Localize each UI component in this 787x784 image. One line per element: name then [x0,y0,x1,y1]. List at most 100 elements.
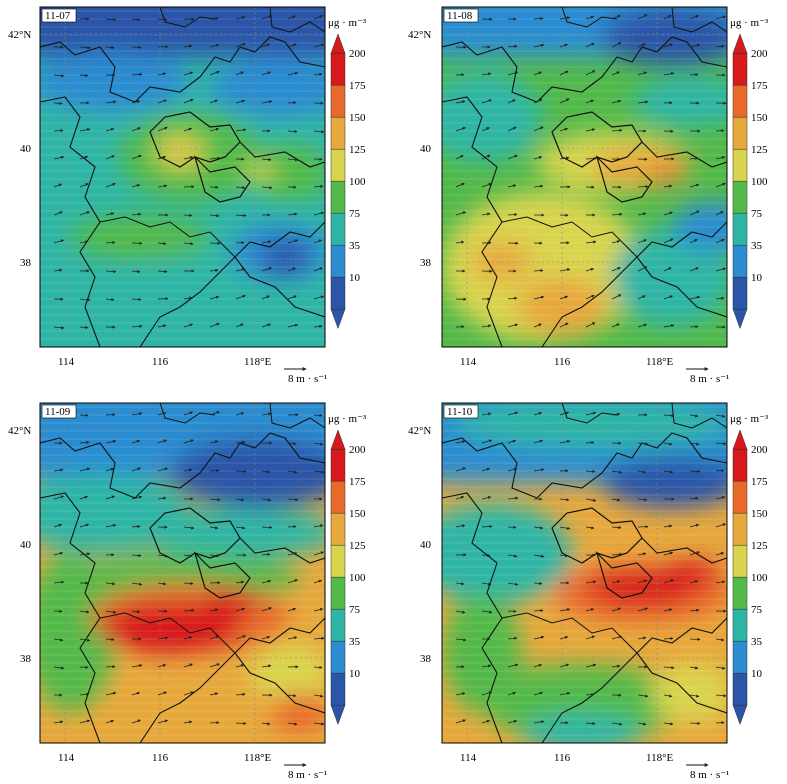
wind-vector [313,694,324,698]
wind-vector [481,72,492,76]
wind-vector [663,324,675,328]
colorbar-segment [732,608,748,642]
wind-vector [105,182,116,188]
wind-vector [287,636,298,640]
wind-vector [313,579,323,584]
wind-vector [611,470,623,474]
wind-vector [105,127,115,132]
lat-label: 42°N [8,29,31,41]
wind-vector [183,526,195,530]
wind-vector [715,156,726,160]
wind-vector [53,268,63,272]
wind-vector [105,413,116,417]
wind-vector [105,637,115,642]
lon-label: 114 [58,356,75,368]
wind-vector [611,212,623,216]
wind-vector [183,636,193,640]
wind-vector [261,323,272,328]
wind-vector [53,468,64,472]
wind-vector [79,73,89,78]
lon-label: 114 [58,752,75,764]
lon-label: 118°E [244,752,271,764]
wind-vector [585,635,596,640]
wind-vector [157,324,167,328]
wind-vector [585,440,595,445]
wind-vector [663,694,673,698]
wind-vector [455,155,464,160]
wind-vector [79,719,91,724]
wind-vector [559,439,571,444]
date-tag-box [443,404,479,419]
wind-vector [287,470,298,474]
wind-reference-label: 8 m · s⁻¹ [288,769,327,781]
wind-vector [157,72,167,76]
wind-vector [507,99,516,104]
colorbar-level-label: 75 [349,208,361,220]
wind-vector [313,722,325,726]
wind-vector [79,638,91,642]
wind-vector [637,212,647,216]
colorbar-level-label: 200 [349,48,366,60]
wind-vector [235,16,246,20]
wind-vector [611,294,622,300]
date-tag: 11-10 [447,406,473,418]
wind-vector [131,127,141,132]
wind-vector [287,71,299,76]
wind-vector [261,240,272,244]
colorbar-segment [330,480,346,514]
wind-vector [507,411,519,416]
wind-reference-label: 8 m · s⁻¹ [690,769,729,781]
wind-vector [637,43,646,48]
wind-vector [131,664,143,668]
wind-vector [131,467,142,472]
lat-label: 42°N [408,29,431,41]
wind-vector [79,240,89,244]
wind-vector [559,268,571,272]
wind-vector [53,101,63,105]
wind-vector [689,73,699,77]
wind-vector [585,608,595,612]
wind-vector [261,525,273,530]
wind-vector [261,664,272,668]
wind-vector [105,495,116,500]
wind-vector [183,439,195,444]
date-tag-box [41,404,77,419]
colorbar-unit: μg · m⁻³ [328,17,367,29]
colorbar-segment [732,116,748,150]
wind-vector [481,719,491,724]
wind-vector [689,637,701,641]
wind-vector [235,294,246,300]
wind-vector [209,469,220,473]
wind-vector [235,241,245,245]
wind-vector [209,498,221,502]
wind-vector [715,469,725,473]
wind-vector [209,127,220,132]
wind-vector [131,719,142,724]
wind-vector [261,579,272,584]
lon-label: 114 [460,356,477,368]
wind-vector [183,554,193,558]
wind-vector [689,325,699,329]
wind-vector [105,691,117,696]
wind-vector [455,211,467,216]
wind-vector [235,664,245,668]
wind-vector [105,45,115,50]
wind-vector [131,45,142,49]
wind-vector [53,183,62,188]
wind-vector [663,722,674,726]
lat-label: 40 [420,539,432,551]
wind-vector [481,412,492,416]
wind-vector [105,269,117,274]
wind-vector [637,185,649,189]
wind-vector [157,719,169,724]
colorbar-level-label: 150 [349,508,366,520]
wind-vector [585,240,597,244]
wind-vector [533,295,545,300]
colorbar-1: μg · m⁻³ 200 175 150 125 100 75 35 10 [328,17,367,330]
wind-vector [637,100,649,104]
wind-vector [131,412,143,416]
wind-vector [53,638,64,642]
wind-vector [131,212,142,216]
wind-vector [287,525,297,529]
wind-vector [689,156,699,160]
